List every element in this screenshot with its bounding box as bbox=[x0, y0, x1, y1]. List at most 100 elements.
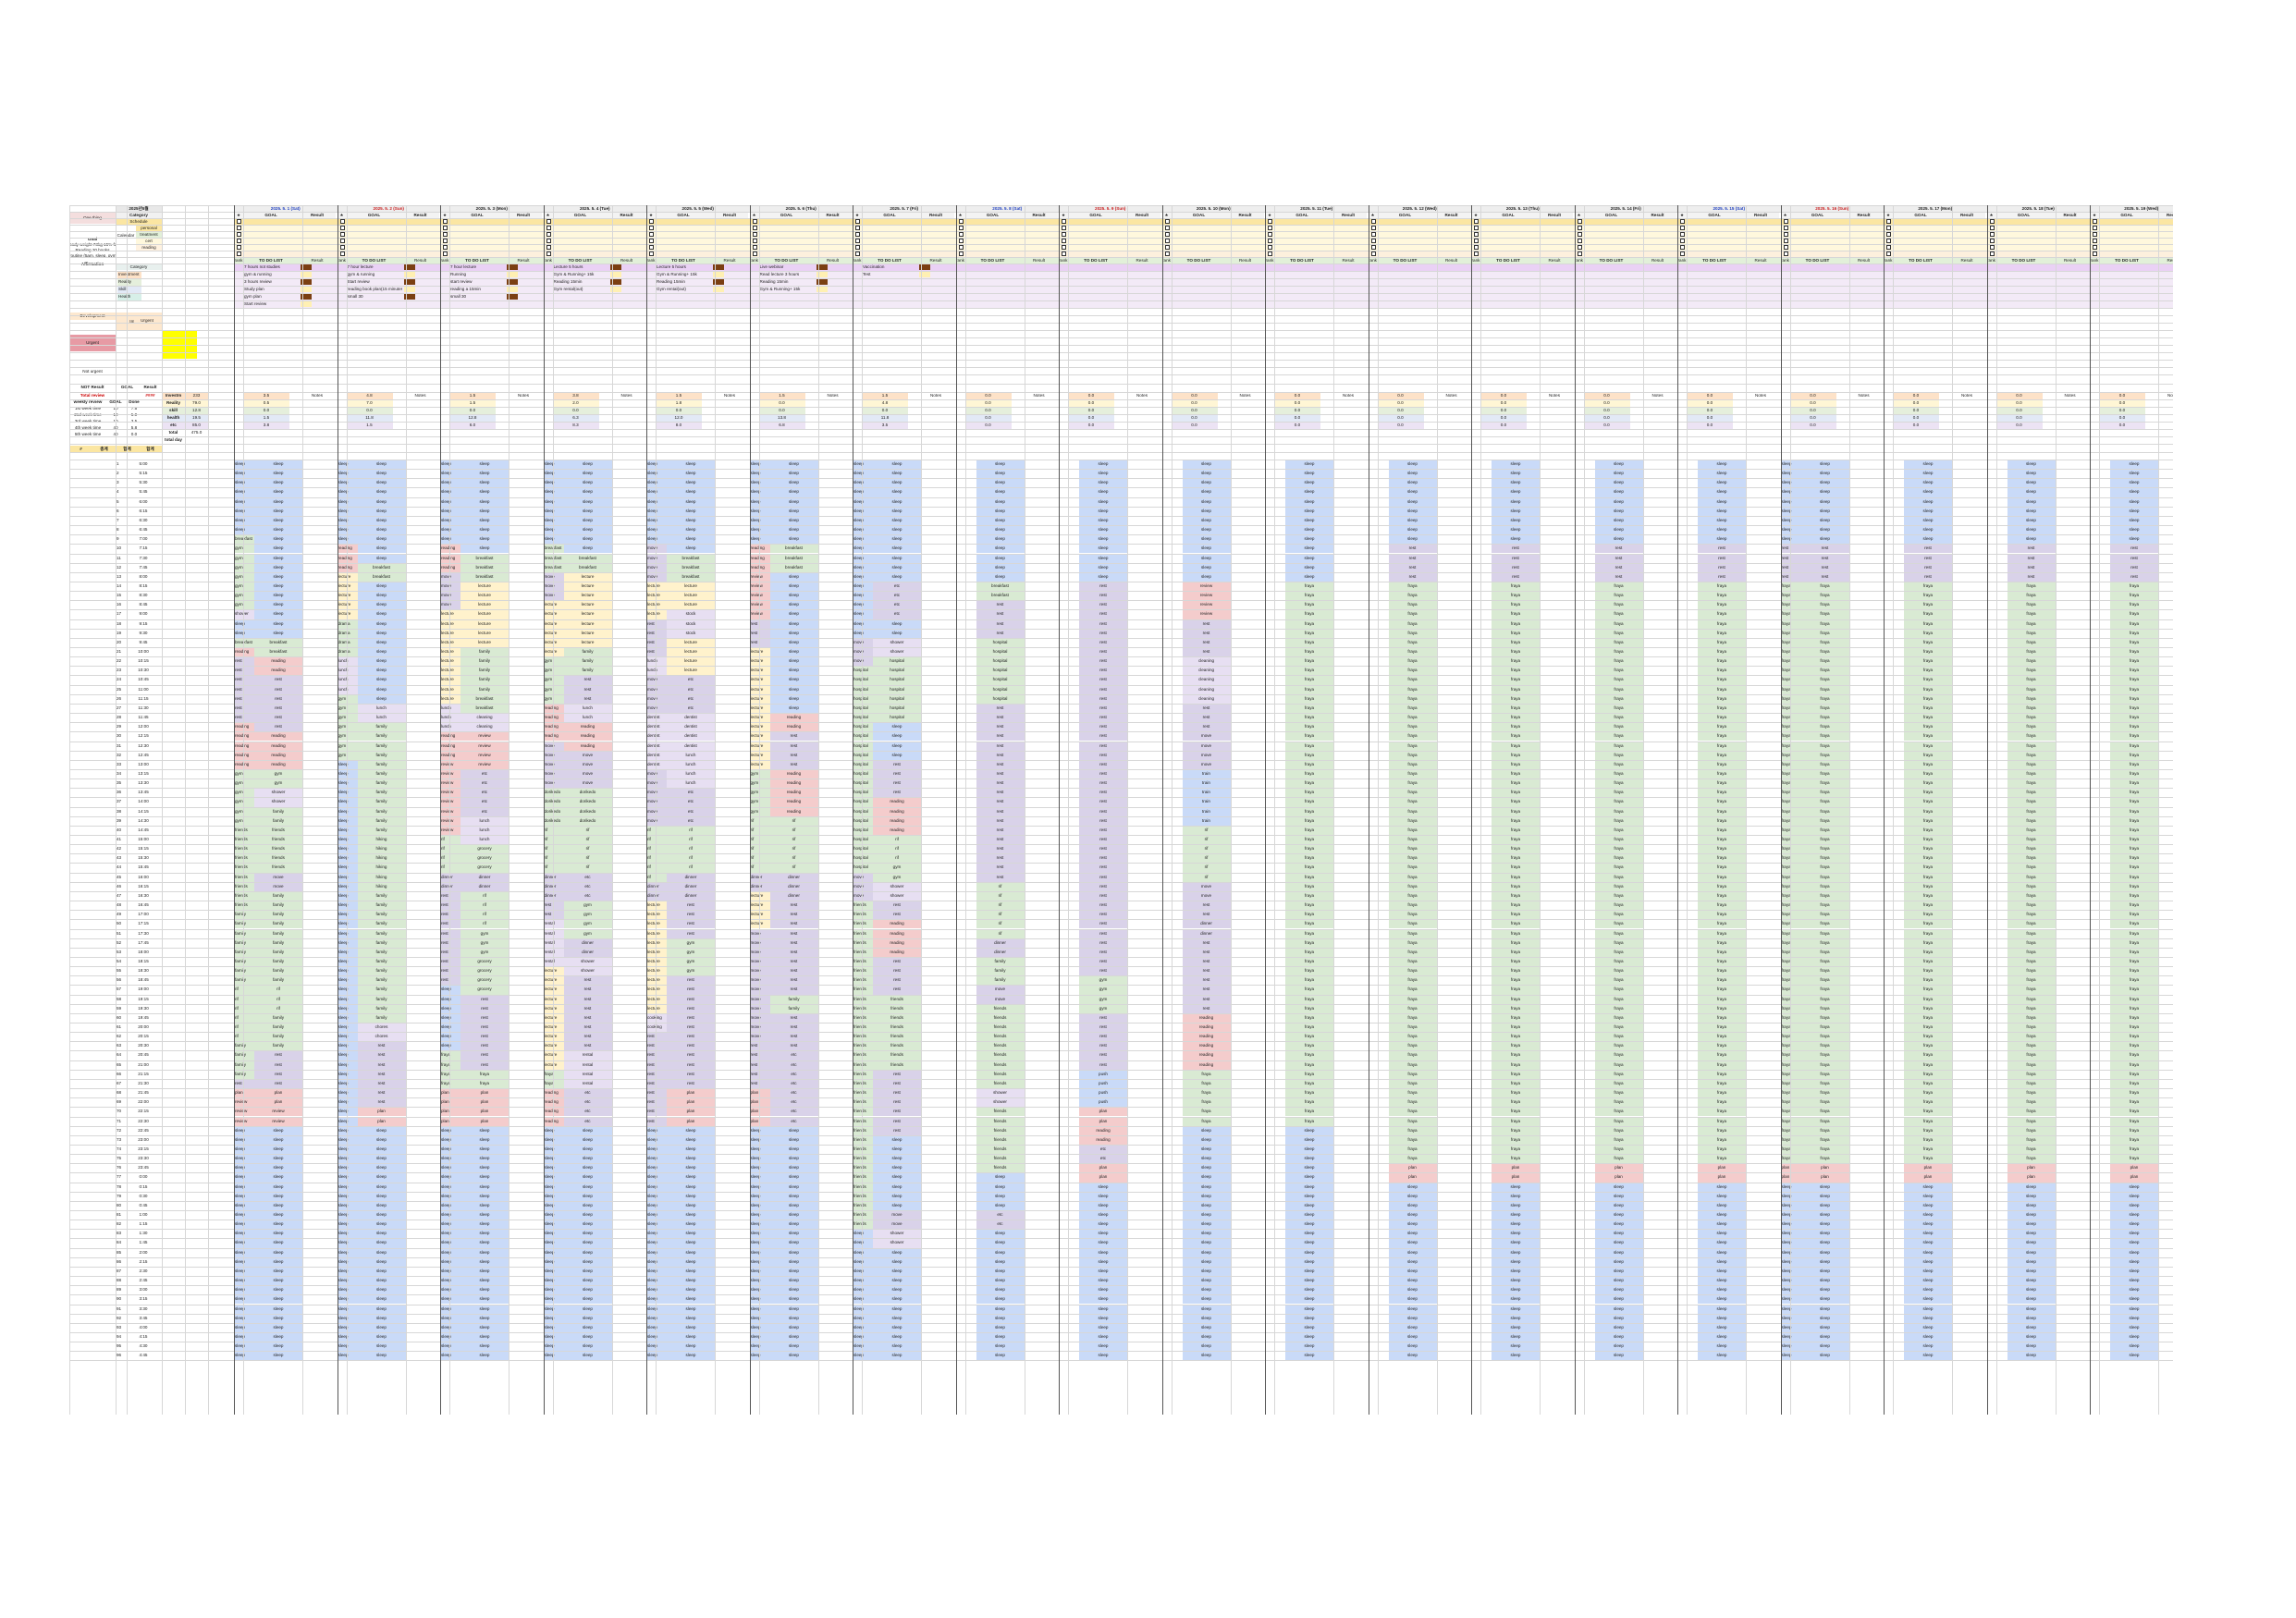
plan-cell[interactable]: rest bbox=[440, 910, 460, 920]
actual-cell[interactable]: sleep bbox=[1388, 1182, 1437, 1192]
actual-cell[interactable]: sleep bbox=[254, 1220, 302, 1230]
actual-cell[interactable]: fraya bbox=[1388, 1134, 1437, 1145]
actual-cell[interactable]: plan bbox=[1388, 1172, 1437, 1183]
actual-cell[interactable]: sleep bbox=[1182, 562, 1231, 572]
actual-cell[interactable]: sleep bbox=[1285, 1238, 1333, 1248]
actual-cell[interactable]: hiking bbox=[357, 835, 406, 845]
actual-cell[interactable]: hospital bbox=[976, 637, 1025, 647]
plan-cell[interactable]: fraya bbox=[1780, 1041, 1801, 1051]
actual-cell[interactable]: fraya bbox=[1904, 609, 1952, 619]
actual-cell[interactable]: fraya bbox=[1285, 628, 1333, 638]
plan-cell[interactable]: move bbox=[749, 994, 770, 1004]
plan-cell[interactable]: shower bbox=[234, 609, 254, 619]
plan-cell[interactable]: sleep bbox=[853, 1276, 873, 1286]
actual-cell[interactable]: fraya bbox=[1904, 1154, 1952, 1164]
plan-cell[interactable]: sleep bbox=[853, 553, 873, 563]
plan-cell[interactable]: dentist bbox=[646, 713, 667, 723]
actual-cell[interactable]: fraya bbox=[1800, 1069, 1849, 1079]
todo-item[interactable]: Reading 15min bbox=[656, 278, 711, 286]
actual-cell[interactable]: sleep bbox=[2110, 496, 2158, 507]
plan-cell[interactable]: family bbox=[234, 928, 254, 938]
actual-cell[interactable]: move bbox=[1182, 750, 1231, 760]
actual-cell[interactable]: plan bbox=[2110, 1172, 2158, 1183]
actual-cell[interactable]: sleep bbox=[2007, 478, 2056, 488]
actual-cell[interactable]: fraya bbox=[2110, 581, 2158, 592]
plan-cell[interactable]: sleep bbox=[543, 1276, 564, 1286]
actual-cell[interactable]: sleep bbox=[1182, 487, 1231, 497]
plan-cell[interactable]: fraya bbox=[1780, 647, 1801, 657]
actual-cell[interactable]: fraya bbox=[1594, 1078, 1643, 1089]
plan-cell[interactable]: move bbox=[646, 675, 667, 685]
todo-item[interactable]: gym plan bbox=[243, 293, 299, 300]
plan-cell[interactable]: sleep bbox=[646, 1276, 667, 1286]
plan-cell[interactable]: fraya bbox=[1780, 863, 1801, 873]
plan-cell[interactable]: sleep bbox=[853, 469, 873, 479]
actual-cell[interactable]: rest bbox=[1182, 647, 1231, 657]
actual-cell[interactable]: rest bbox=[873, 778, 921, 789]
actual-cell[interactable]: rest bbox=[254, 675, 302, 685]
plan-cell[interactable]: sleep bbox=[853, 628, 873, 638]
actual-cell[interactable]: hospital bbox=[976, 656, 1025, 667]
actual-cell[interactable]: dinner bbox=[769, 872, 818, 882]
plan-cell[interactable]: move bbox=[646, 788, 667, 798]
task-checkbox[interactable] bbox=[237, 239, 241, 243]
actual-cell[interactable]: rest bbox=[1182, 619, 1231, 629]
plan-cell[interactable]: rest bbox=[749, 1078, 770, 1089]
plan-cell[interactable]: hospital bbox=[853, 806, 873, 816]
actual-cell[interactable]: sleep bbox=[1388, 1191, 1437, 1201]
plan-cell[interactable]: fraya bbox=[1780, 600, 1801, 610]
actual-cell[interactable]: grocery bbox=[460, 975, 509, 986]
actual-cell[interactable]: sleep bbox=[2110, 1304, 2158, 1314]
actual-cell[interactable]: fraya bbox=[1800, 768, 1849, 779]
actual-cell[interactable]: fraya bbox=[1800, 863, 1849, 873]
plan-cell[interactable]: sleep bbox=[853, 1313, 873, 1323]
actual-cell[interactable]: sleep bbox=[563, 1220, 612, 1230]
actual-cell[interactable]: move bbox=[1182, 881, 1231, 891]
plan-cell[interactable]: hospital bbox=[853, 684, 873, 694]
actual-cell[interactable]: rest bbox=[1079, 591, 1127, 601]
actual-cell[interactable]: etc bbox=[460, 788, 509, 798]
actual-cell[interactable]: rest bbox=[460, 1060, 509, 1070]
actual-cell[interactable]: sleep bbox=[2007, 1266, 2056, 1277]
actual-cell[interactable]: rest bbox=[769, 919, 818, 929]
actual-cell[interactable]: fraya bbox=[1388, 1144, 1437, 1155]
plan-cell[interactable]: sleep bbox=[543, 1125, 564, 1135]
actual-cell[interactable]: rest bbox=[976, 825, 1025, 835]
actual-cell[interactable]: rest bbox=[1079, 600, 1127, 610]
actual-cell[interactable]: sleep bbox=[1388, 1313, 1437, 1323]
plan-cell[interactable]: friends bbox=[853, 985, 873, 995]
plan-cell[interactable]: breakfast bbox=[543, 553, 564, 563]
plan-cell[interactable]: lecture bbox=[543, 628, 564, 638]
actual-cell[interactable]: sleep bbox=[254, 460, 302, 470]
plan-cell[interactable]: friends bbox=[853, 1154, 873, 1164]
actual-cell[interactable]: rest bbox=[1079, 703, 1127, 714]
actual-cell[interactable]: sleep bbox=[873, 460, 921, 470]
plan-cell[interactable]: lecture bbox=[749, 656, 770, 667]
actual-cell[interactable]: sleep bbox=[976, 534, 1025, 545]
plan-cell[interactable]: sleep bbox=[234, 1220, 254, 1230]
actual-cell[interactable]: lecture bbox=[667, 666, 715, 676]
plan-cell[interactable]: rest bbox=[234, 703, 254, 714]
actual-cell[interactable]: fraya bbox=[1492, 975, 1540, 986]
plan-cell[interactable]: lecture bbox=[646, 1003, 667, 1013]
plan-cell[interactable]: rest bbox=[646, 628, 667, 638]
actual-cell[interactable]: sleep bbox=[1698, 525, 1746, 535]
plan-cell[interactable]: sleep bbox=[337, 985, 358, 995]
plan-cell[interactable]: sleep bbox=[337, 759, 358, 769]
actual-cell[interactable]: sleep bbox=[2007, 1351, 2056, 1361]
plan-cell[interactable]: rest bbox=[646, 1116, 667, 1126]
actual-cell[interactable]: rif bbox=[976, 890, 1025, 901]
plan-cell[interactable]: sleep bbox=[337, 1256, 358, 1267]
plan-cell[interactable]: sleep bbox=[749, 1172, 770, 1183]
actual-cell[interactable]: sleep bbox=[667, 478, 715, 488]
actual-cell[interactable]: rest bbox=[1079, 1050, 1127, 1060]
actual-cell[interactable]: fraya bbox=[1285, 768, 1333, 779]
plan-cell[interactable]: hospital bbox=[853, 713, 873, 723]
plan-cell[interactable]: lunch bbox=[646, 656, 667, 667]
actual-cell[interactable]: rif bbox=[769, 863, 818, 873]
actual-cell[interactable]: fraya bbox=[1492, 591, 1540, 601]
actual-cell[interactable]: sleep bbox=[1285, 1331, 1333, 1342]
actual-cell[interactable]: fraya bbox=[1594, 741, 1643, 751]
plan-cell[interactable]: lecture bbox=[646, 901, 667, 911]
plan-cell[interactable]: sleep bbox=[646, 1342, 667, 1352]
